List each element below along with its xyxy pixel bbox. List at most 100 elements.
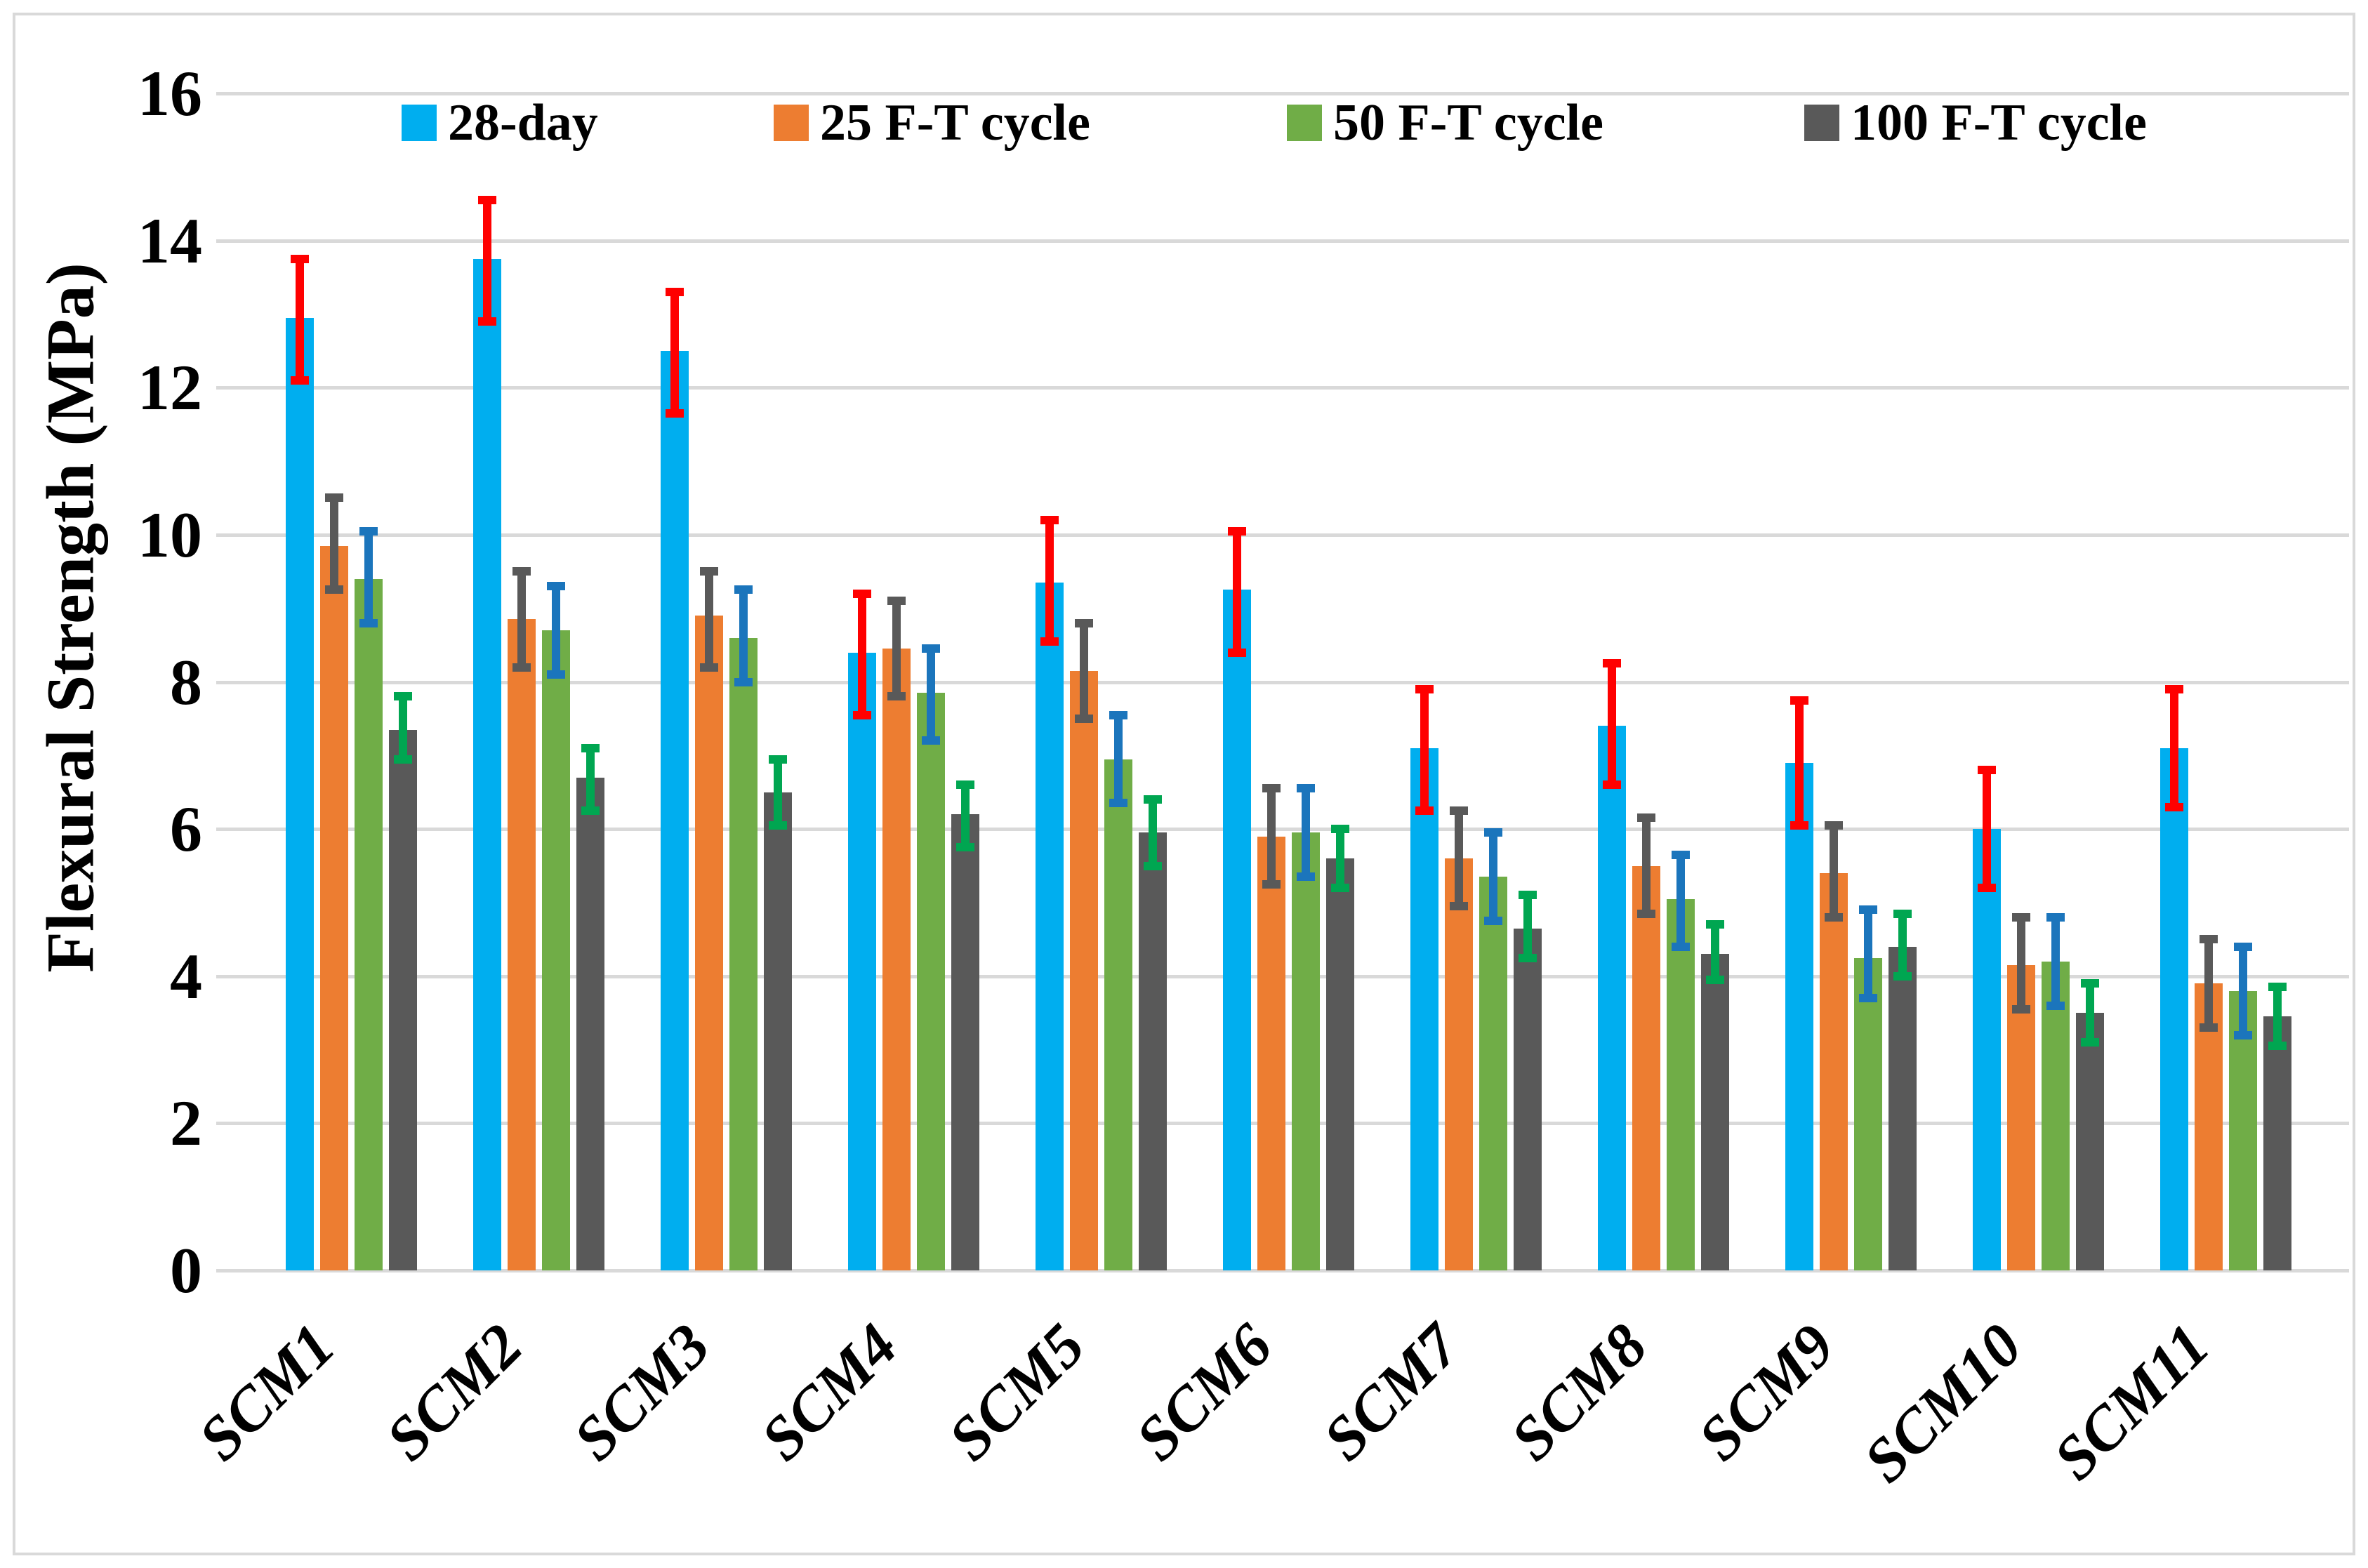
gridline-y-6 bbox=[216, 828, 2349, 832]
error-bar-scm6 bbox=[1233, 531, 1241, 653]
error-bar-cap bbox=[2012, 912, 2030, 922]
error-bar-cap bbox=[1893, 909, 1912, 918]
error-bar-scm2 bbox=[586, 748, 595, 811]
bar-28-day-scm5 bbox=[1036, 583, 1064, 1270]
error-bar-scm1 bbox=[399, 696, 407, 759]
error-bar-scm5 bbox=[1080, 623, 1088, 719]
chart-frame-border bbox=[13, 13, 2355, 1555]
error-bar-cap bbox=[1109, 710, 1127, 719]
error-bar-cap bbox=[1450, 902, 1468, 911]
error-bar-scm9 bbox=[1864, 910, 1872, 999]
error-bar-scm8 bbox=[1711, 924, 1719, 980]
error-bar-cap bbox=[1790, 820, 1808, 830]
y-tick-label: 2 bbox=[170, 1087, 202, 1160]
error-bar-cap bbox=[956, 780, 974, 790]
error-bar-cap bbox=[887, 692, 906, 701]
bar-25-f-t-cycle-scm2 bbox=[508, 619, 536, 1270]
error-bar-cap bbox=[2012, 1004, 2030, 1014]
bar-100-f-t-cycle-scm9 bbox=[1889, 946, 1917, 1270]
error-bar-cap bbox=[1297, 872, 1315, 882]
bar-28-day-scm4 bbox=[848, 652, 876, 1270]
bar-25-f-t-cycle-scm9 bbox=[1820, 873, 1848, 1270]
error-bar-cap bbox=[2165, 802, 2183, 811]
error-bar-scm6 bbox=[1336, 829, 1344, 888]
bar-50-f-t-cycle-scm8 bbox=[1667, 898, 1695, 1270]
error-bar-cap bbox=[1893, 971, 1912, 981]
y-tick-label: 6 bbox=[170, 793, 202, 865]
error-bar-cap bbox=[2081, 1038, 2099, 1047]
error-bar-cap bbox=[1706, 920, 1724, 929]
bar-100-f-t-cycle-scm7 bbox=[1514, 928, 1542, 1270]
gridline-y-12 bbox=[216, 386, 2349, 390]
bar-50-f-t-cycle-scm3 bbox=[729, 637, 758, 1270]
legend-swatch-icon bbox=[774, 105, 809, 141]
error-bar-scm3 bbox=[774, 759, 782, 825]
bar-100-f-t-cycle-scm1 bbox=[389, 729, 417, 1270]
error-bar-scm6 bbox=[1302, 788, 1310, 877]
error-bar-scm3 bbox=[739, 590, 748, 682]
error-bar-scm3 bbox=[705, 571, 713, 667]
bar-28-day-scm7 bbox=[1410, 748, 1438, 1270]
legend-swatch-icon bbox=[1287, 105, 1322, 141]
error-bar-cap bbox=[769, 820, 787, 830]
error-bar-scm9 bbox=[1795, 700, 1804, 825]
error-bar-scm4 bbox=[927, 649, 935, 741]
error-bar-scm11 bbox=[2273, 987, 2282, 1047]
bar-50-f-t-cycle-scm6 bbox=[1292, 832, 1320, 1270]
error-bar-cap bbox=[2081, 979, 2099, 988]
error-bar-cap bbox=[1790, 696, 1808, 705]
bar-25-f-t-cycle-scm8 bbox=[1632, 865, 1660, 1270]
error-bar-scm11 bbox=[2170, 689, 2178, 807]
legend-item-25-f-t-cycle: 25 F-T cycle bbox=[774, 97, 1090, 149]
y-tick-label: 14 bbox=[138, 204, 202, 277]
error-bar-cap bbox=[2200, 935, 2218, 944]
error-bar-cap bbox=[1706, 975, 1724, 984]
bar-28-day-scm10 bbox=[1973, 829, 2001, 1270]
gridline-y-16 bbox=[216, 92, 2349, 95]
bar-28-day-scm8 bbox=[1598, 726, 1626, 1270]
bar-50-f-t-cycle-scm10 bbox=[2042, 961, 2070, 1270]
legend-label: 28-day bbox=[448, 94, 598, 152]
error-bar-cap bbox=[1228, 526, 1246, 536]
error-bar-cap bbox=[922, 736, 940, 745]
bar-100-f-t-cycle-scm3 bbox=[764, 792, 792, 1270]
bar-25-f-t-cycle-scm5 bbox=[1070, 670, 1098, 1270]
error-bar-scm10 bbox=[2017, 917, 2025, 1009]
bar-28-day-scm9 bbox=[1785, 762, 1813, 1270]
error-bar-cap bbox=[291, 254, 309, 263]
error-bar-cap bbox=[2268, 1042, 2287, 1051]
error-bar-cap bbox=[478, 195, 496, 204]
error-bar-scm1 bbox=[330, 498, 338, 590]
error-bar-cap bbox=[547, 670, 565, 679]
error-bar-scm10 bbox=[2086, 983, 2094, 1043]
error-bar-cap bbox=[769, 755, 787, 764]
error-bar-cap bbox=[1672, 942, 1690, 951]
bar-100-f-t-cycle-scm8 bbox=[1701, 954, 1729, 1270]
bar-100-f-t-cycle-scm2 bbox=[576, 777, 604, 1270]
error-bar-cap bbox=[2046, 1001, 2065, 1010]
bar-25-f-t-cycle-scm6 bbox=[1257, 836, 1285, 1270]
error-bar-scm7 bbox=[1523, 895, 1532, 958]
error-bar-cap bbox=[1859, 905, 1877, 915]
legend-swatch-icon bbox=[402, 105, 437, 141]
error-bar-cap bbox=[2165, 684, 2183, 693]
bar-50-f-t-cycle-scm9 bbox=[1854, 957, 1882, 1270]
error-bar-cap bbox=[700, 567, 718, 576]
bar-100-f-t-cycle-scm6 bbox=[1326, 858, 1354, 1270]
gridline-y-0 bbox=[216, 1269, 2349, 1273]
error-bar-cap bbox=[1040, 637, 1059, 646]
legend-label: 100 F-T cycle bbox=[1851, 94, 2147, 152]
error-bar-cap bbox=[1603, 780, 1621, 790]
error-bar-cap bbox=[1415, 684, 1434, 693]
error-bar-cap bbox=[853, 710, 871, 719]
error-bar-cap bbox=[291, 376, 309, 385]
error-bar-cap bbox=[666, 408, 684, 418]
bar-25-f-t-cycle-scm10 bbox=[2007, 965, 2035, 1270]
gridline-y-10 bbox=[216, 533, 2349, 537]
bar-100-f-t-cycle-scm10 bbox=[2076, 1013, 2104, 1270]
error-bar-cap bbox=[1262, 879, 1281, 889]
gridline-y-8 bbox=[216, 680, 2349, 684]
error-bar-cap bbox=[359, 618, 378, 627]
error-bar-scm9 bbox=[1830, 825, 1838, 917]
bar-100-f-t-cycle-scm11 bbox=[2263, 1016, 2291, 1270]
